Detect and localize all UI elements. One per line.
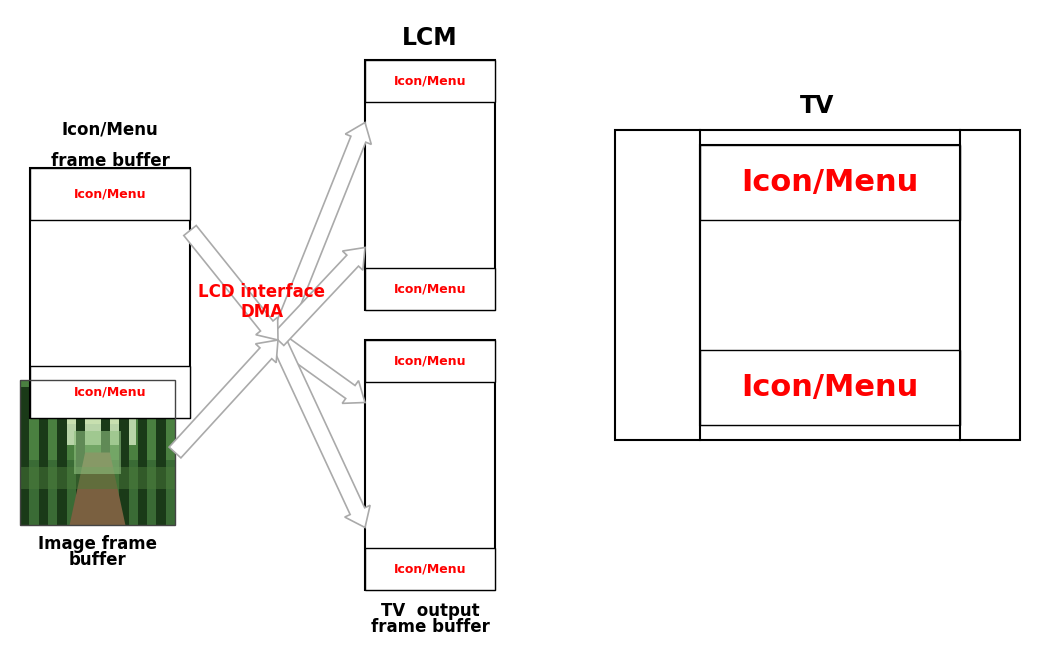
Bar: [365, 102, 495, 194]
Bar: [765, 220, 895, 278]
Polygon shape: [271, 337, 371, 528]
Bar: [381, 110, 388, 268]
Text: Icon/Menu: Icon/Menu: [394, 75, 466, 87]
Bar: [365, 382, 495, 548]
Text: frame buffer: frame buffer: [371, 618, 489, 636]
Text: DMA: DMA: [241, 303, 284, 321]
Bar: [794, 226, 809, 350]
Bar: [448, 390, 456, 548]
Bar: [867, 226, 882, 350]
Bar: [20, 380, 175, 460]
Bar: [404, 102, 456, 152]
Text: frame buffer: frame buffer: [50, 152, 170, 170]
Polygon shape: [270, 122, 372, 343]
Bar: [365, 60, 495, 102]
Bar: [448, 110, 456, 268]
Bar: [365, 60, 495, 310]
Bar: [731, 226, 747, 350]
Bar: [396, 110, 404, 268]
Polygon shape: [783, 285, 876, 350]
Bar: [381, 390, 388, 548]
Bar: [365, 340, 495, 382]
Polygon shape: [273, 333, 365, 403]
Bar: [365, 482, 495, 507]
Bar: [398, 102, 463, 177]
Bar: [700, 350, 960, 425]
Bar: [20, 380, 175, 525]
Bar: [30, 168, 190, 418]
Bar: [929, 226, 944, 350]
Bar: [411, 110, 420, 268]
Bar: [464, 390, 471, 548]
Bar: [778, 220, 882, 259]
Text: Icon/Menu: Icon/Menu: [394, 282, 466, 296]
Bar: [58, 387, 67, 525]
Bar: [411, 390, 420, 548]
Bar: [410, 160, 449, 210]
Polygon shape: [406, 465, 453, 548]
Text: Icon/Menu: Icon/Menu: [73, 386, 147, 398]
Bar: [365, 548, 495, 590]
Text: buffer: buffer: [69, 551, 127, 569]
Bar: [404, 382, 456, 432]
Bar: [432, 110, 441, 268]
Bar: [365, 102, 495, 268]
Polygon shape: [184, 226, 279, 340]
Text: Image frame: Image frame: [38, 535, 157, 553]
Bar: [700, 145, 960, 220]
Bar: [398, 382, 463, 457]
Bar: [464, 110, 471, 268]
Polygon shape: [272, 247, 365, 345]
Text: Icon/Menu: Icon/Menu: [394, 355, 466, 368]
Bar: [59, 380, 136, 446]
Bar: [119, 387, 129, 525]
Text: LCM: LCM: [402, 26, 458, 50]
Bar: [20, 387, 29, 525]
Text: Icon/Menu: Icon/Menu: [741, 373, 918, 402]
Bar: [480, 390, 487, 548]
Bar: [365, 110, 373, 268]
Bar: [700, 145, 960, 425]
Bar: [365, 390, 373, 548]
Bar: [480, 110, 487, 268]
Text: TV  output: TV output: [381, 602, 480, 620]
Text: TV: TV: [800, 94, 834, 118]
Text: Icon/Menu: Icon/Menu: [73, 187, 147, 200]
Bar: [138, 387, 147, 525]
Text: Icon/Menu: Icon/Menu: [741, 168, 918, 197]
Bar: [365, 202, 495, 226]
Text: LCD interface: LCD interface: [199, 283, 326, 301]
Bar: [897, 226, 913, 350]
Text: Icon/Menu: Icon/Menu: [62, 120, 158, 138]
Bar: [365, 268, 495, 310]
Polygon shape: [69, 452, 126, 525]
Polygon shape: [406, 185, 453, 268]
Bar: [700, 220, 960, 350]
Bar: [700, 226, 715, 350]
Bar: [75, 387, 85, 525]
Bar: [700, 220, 960, 292]
Bar: [39, 387, 48, 525]
Bar: [30, 168, 190, 220]
Bar: [410, 440, 449, 490]
Bar: [74, 431, 120, 474]
Text: Icon/Menu: Icon/Menu: [394, 562, 466, 575]
Bar: [20, 380, 175, 525]
Bar: [762, 226, 778, 350]
Bar: [156, 387, 165, 525]
Bar: [30, 366, 190, 418]
Bar: [67, 380, 129, 423]
Bar: [365, 102, 495, 268]
Bar: [365, 340, 495, 590]
Bar: [615, 130, 1020, 440]
Bar: [101, 387, 110, 525]
Bar: [790, 265, 869, 304]
Bar: [836, 226, 851, 350]
Bar: [20, 467, 175, 489]
Bar: [700, 298, 960, 317]
Polygon shape: [170, 340, 279, 458]
Bar: [396, 390, 404, 548]
Bar: [432, 390, 441, 548]
Bar: [365, 382, 495, 473]
